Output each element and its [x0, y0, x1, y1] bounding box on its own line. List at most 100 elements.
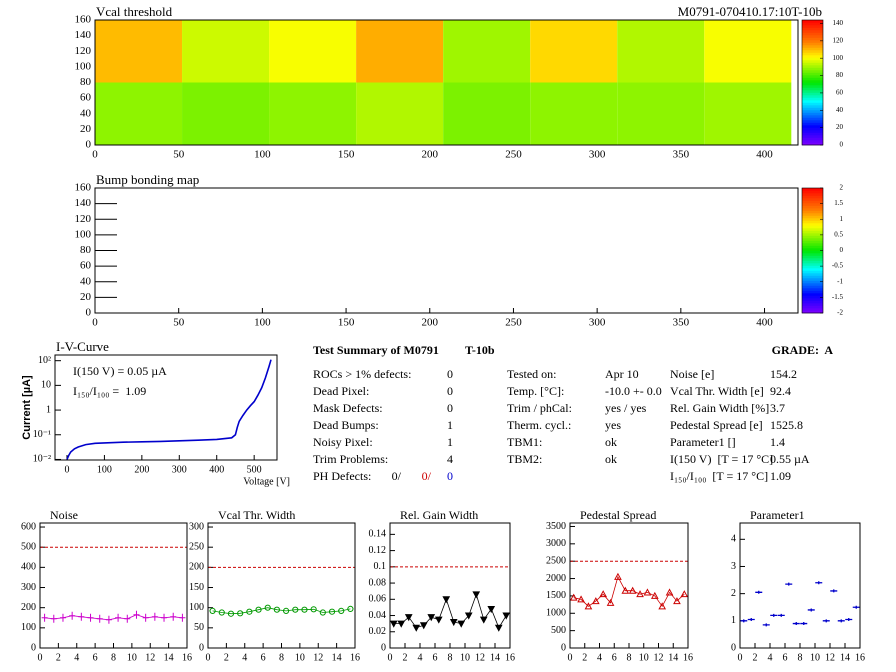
colorbar-step — [802, 95, 823, 98]
heatmap-cell — [95, 82, 183, 145]
colorbar-step — [802, 308, 823, 311]
marker — [785, 582, 793, 586]
x-tick-label: 50 — [173, 149, 185, 161]
colorbar-step — [802, 102, 823, 106]
marker — [347, 605, 354, 612]
colorbar-step — [802, 213, 823, 216]
condition-label: Temp. [°C]: — [507, 384, 564, 398]
x-tick-label: 16 — [350, 652, 360, 663]
marker — [740, 619, 748, 623]
x-tick-label: 150 — [338, 317, 355, 329]
x-tick-label: 8 — [448, 652, 453, 663]
colorbar-step — [802, 50, 823, 53]
colorbar-step — [802, 77, 823, 81]
result-label: I(150 V) [T = 17 °C] — [670, 452, 773, 466]
plot-frame — [94, 19, 799, 146]
marker — [338, 607, 345, 615]
colorbar-tick-label: 20 — [836, 123, 844, 131]
x-tick-label: 0 — [388, 652, 393, 663]
colorbar-step — [802, 27, 823, 31]
colorbar-step — [802, 105, 823, 108]
colorbar-step — [802, 275, 823, 279]
x-tick-label: 8 — [627, 652, 632, 663]
y-tick-label: 200 — [189, 562, 204, 573]
marker — [800, 622, 808, 626]
y-tick-label: 0 — [381, 642, 386, 653]
colorbar-step — [802, 303, 823, 306]
iv-curve — [66, 359, 272, 460]
marker — [442, 596, 451, 604]
y-tick-label: 140 — [75, 197, 92, 209]
x-axis-label: Voltage [V] — [243, 476, 290, 487]
marker — [124, 614, 131, 623]
y-tick-label: 3 — [731, 561, 736, 572]
x-tick-label: 6 — [93, 652, 98, 663]
plot-title: Bump bonding map — [96, 172, 199, 187]
plot-frame — [739, 522, 861, 649]
colorbar-step — [802, 25, 823, 28]
x-tick-label: 250 — [505, 317, 522, 329]
result-label: Pedestal Spread [e] — [670, 418, 763, 432]
colorbar-step — [802, 60, 823, 63]
x-tick-label: 14 — [332, 652, 342, 663]
colorbar-step — [802, 230, 823, 234]
x-tick-label: 8 — [798, 652, 803, 663]
y-tick-label: 10⁻¹ — [33, 429, 51, 440]
colorbar-step — [802, 72, 823, 76]
colorbar-step — [802, 270, 823, 274]
colorbar-tick-label: 0 — [840, 141, 844, 149]
colorbar-step — [802, 233, 823, 236]
marker — [161, 613, 168, 622]
marker — [412, 624, 421, 632]
result-value: 0.55 µA — [770, 452, 810, 466]
defect-value: 4 — [447, 452, 453, 466]
colorbar-step — [802, 142, 823, 146]
colorbar-step — [802, 47, 823, 51]
colorbar-step — [802, 243, 823, 246]
heatmap-cell — [704, 20, 792, 83]
x-tick-label: 200 — [422, 317, 439, 329]
heatmap-cell — [704, 82, 792, 145]
x-tick-label: 12 — [145, 652, 155, 663]
plot-title: Vcal threshold — [96, 4, 173, 19]
marker — [502, 612, 511, 620]
marker — [142, 613, 149, 622]
colorbar-step — [802, 117, 823, 121]
y-tick-label: 120 — [75, 213, 92, 225]
colorbar-step — [802, 278, 823, 281]
x-tick-label: 400 — [209, 464, 224, 475]
marker — [282, 607, 290, 615]
marker — [822, 619, 830, 623]
condition-value: ok — [605, 435, 617, 449]
heatmap-cell — [182, 20, 270, 83]
colorbar-step — [802, 115, 823, 118]
colorbar-step — [802, 273, 823, 276]
y-tick-label: 80 — [80, 244, 92, 256]
marker — [628, 586, 637, 594]
colorbar-step — [802, 250, 823, 254]
colorbar-step — [802, 253, 823, 256]
colorbar-step — [802, 285, 823, 289]
x-tick-label: 12 — [825, 652, 835, 663]
plot-frame — [39, 522, 188, 649]
marker — [636, 590, 644, 598]
heatmap-cell — [95, 20, 183, 83]
colorbar-step — [802, 255, 823, 259]
colorbar-step — [802, 310, 823, 314]
marker — [209, 607, 216, 615]
colorbar-step — [802, 210, 823, 214]
colorbar-step — [802, 190, 823, 194]
x-tick-label: 4 — [74, 652, 79, 663]
y-tick-label: 3000 — [546, 538, 566, 549]
x-tick-label: 10 — [810, 652, 820, 663]
y-tick-label: 300 — [21, 582, 36, 593]
marker — [179, 613, 186, 622]
ph-defect-value: 0 — [447, 469, 453, 483]
plot-title: Noise — [50, 508, 78, 522]
heatmap-cell — [443, 20, 531, 83]
colorbar-step — [802, 67, 823, 71]
marker — [599, 590, 608, 598]
colorbar-step — [802, 110, 823, 113]
y-tick-label: 300 — [189, 521, 204, 532]
